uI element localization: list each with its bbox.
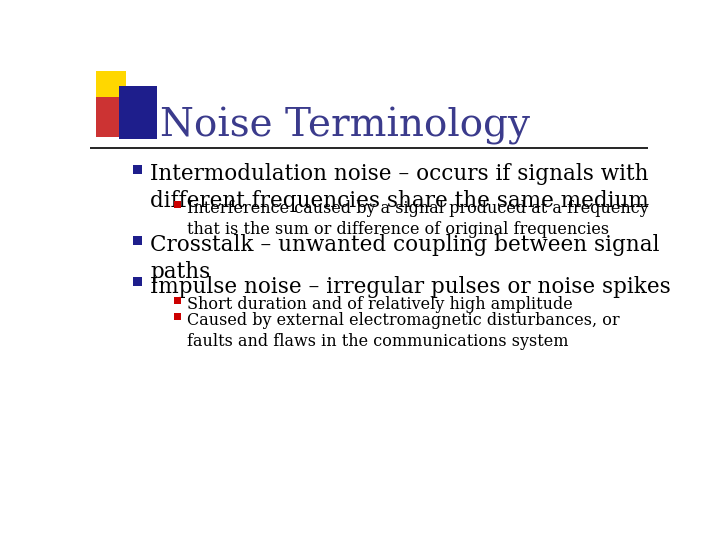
Bar (174, 201, 181, 208)
Bar (132, 235, 142, 245)
Text: Intermodulation noise – occurs if signals with
different frequencies share the s: Intermodulation noise – occurs if signal… (150, 164, 649, 212)
Bar (120, 86, 157, 139)
Text: Impulse noise – irregular pulses or noise spikes: Impulse noise – irregular pulses or nois… (150, 276, 671, 298)
Bar (174, 313, 181, 320)
Bar (96, 97, 139, 137)
Text: Short duration and of relatively high amplitude: Short duration and of relatively high am… (187, 296, 572, 313)
Bar (96, 71, 126, 111)
Bar (174, 297, 181, 303)
Bar (132, 277, 142, 286)
Text: Crosstalk – unwanted coupling between signal
paths: Crosstalk – unwanted coupling between si… (150, 234, 660, 284)
Bar (132, 165, 142, 174)
Text: Caused by external electromagnetic disturbances, or
faults and flaws in the comm: Caused by external electromagnetic distu… (187, 312, 619, 350)
Text: Noise Terminology: Noise Terminology (160, 107, 530, 145)
Text: Interference caused by a signal produced at a frequency
that is the sum or diffe: Interference caused by a signal produced… (187, 200, 649, 238)
